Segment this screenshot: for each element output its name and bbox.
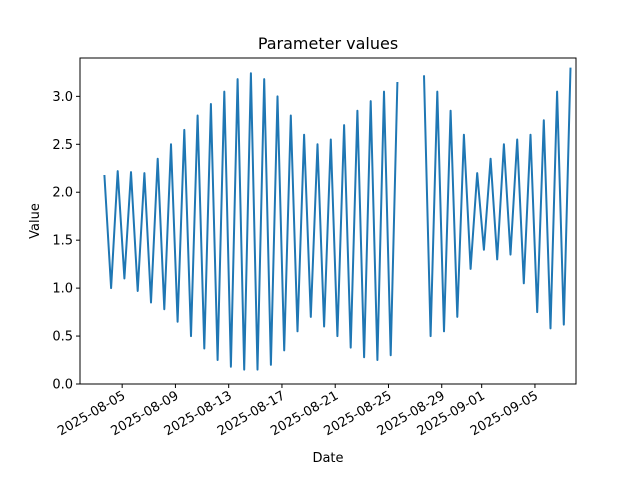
chart-title: Parameter values (258, 34, 398, 53)
y-tick-label: 1.0 (52, 282, 73, 297)
y-tick-label: 3.0 (52, 90, 73, 105)
x-axis-label: Date (312, 451, 343, 466)
plot-area (103, 67, 572, 371)
y-axis-label: Value (28, 203, 43, 239)
y-tick-label: 2.5 (52, 138, 73, 153)
axes-frame (79, 57, 577, 385)
y-tick-label: 0.0 (52, 378, 73, 393)
y-tick-label: 1.5 (52, 234, 73, 249)
y-tick-label: 2.0 (52, 186, 73, 201)
y-axis: 0.0 0.5 1.0 1.5 2.0 2.5 3.0 (52, 90, 80, 393)
series-line (103, 67, 572, 371)
y-tick-label: 0.5 (52, 330, 73, 345)
